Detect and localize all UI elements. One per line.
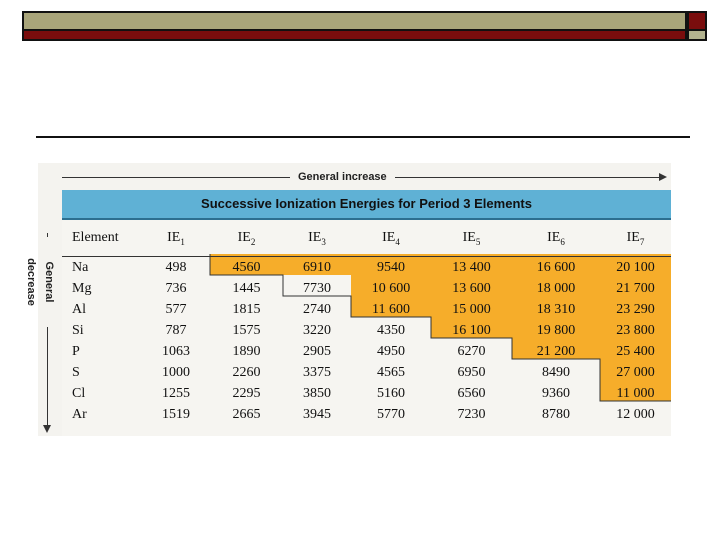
ionization-value: 577 bbox=[165, 302, 187, 317]
ionization-value: 1445 bbox=[232, 281, 261, 296]
ionization-value: 6560 bbox=[457, 386, 486, 401]
ionization-value: 3945 bbox=[303, 407, 331, 422]
column-header: IE3 bbox=[283, 220, 351, 257]
element-symbol: S bbox=[72, 365, 80, 380]
decrease-arrow-line bbox=[47, 233, 48, 427]
ionization-value: 13 600 bbox=[452, 281, 491, 296]
ionization-value: 4950 bbox=[377, 344, 405, 359]
arrow-down-icon bbox=[43, 425, 51, 433]
ionization-value: 21 200 bbox=[536, 344, 576, 359]
title-divider bbox=[36, 136, 690, 138]
ionization-value: 20 100 bbox=[616, 260, 655, 275]
ionization-value: 19 800 bbox=[536, 323, 576, 338]
ionization-value: 11 600 bbox=[372, 302, 410, 317]
ionization-value: 787 bbox=[165, 323, 187, 338]
ionization-value: 27 000 bbox=[616, 365, 655, 380]
ionization-value: 2665 bbox=[232, 407, 261, 422]
ionization-value: 23 800 bbox=[616, 323, 655, 338]
ionization-value: 18 310 bbox=[536, 302, 576, 317]
table-header-row: Element IE1 IE2 IE3 IE4 IE5 IE6 IE7 bbox=[62, 220, 671, 257]
ionization-value: 21 700 bbox=[616, 281, 655, 296]
table-row: S 1000 2260 3375 4565 6950 8490 27 000 bbox=[62, 362, 671, 383]
table-row: Ar 1519 2665 3945 5770 7230 8780 12 000 bbox=[62, 404, 671, 425]
ionization-value: 6950 bbox=[457, 365, 486, 380]
ionization-value: 3375 bbox=[303, 365, 331, 380]
ionization-value: 7730 bbox=[303, 281, 331, 296]
ionization-value: 3850 bbox=[303, 386, 331, 401]
arrow-right-icon bbox=[659, 173, 667, 181]
ionization-value: 5770 bbox=[377, 407, 405, 422]
element-symbol: Ar bbox=[72, 407, 87, 422]
column-header: IE1 bbox=[142, 220, 210, 257]
general-increase-label: General increase bbox=[290, 169, 395, 185]
element-symbol: Mg bbox=[72, 281, 92, 296]
ionization-value: 8490 bbox=[542, 365, 570, 380]
table-row: Si 787 1575 3220 4350 16 100 19 800 23 800 bbox=[62, 320, 671, 341]
ionization-value: 736 bbox=[165, 281, 187, 296]
header-accent-square bbox=[687, 31, 707, 41]
table-row: Na 498 4560 6910 9540 13 400 16 600 20 100 bbox=[62, 257, 671, 279]
ionization-value: 9540 bbox=[377, 260, 405, 275]
table-row: Mg 736 1445 7730 10 600 13 600 18 000 21 700 bbox=[62, 278, 671, 299]
ionization-value: 23 290 bbox=[616, 302, 655, 317]
ionization-value: 1815 bbox=[232, 302, 261, 317]
table-row: P 1063 1890 2905 4950 6270 21 200 25 400 bbox=[62, 341, 671, 362]
ionization-value: 9360 bbox=[542, 386, 570, 401]
column-header: IE2 bbox=[210, 220, 283, 257]
ionization-value: 16 600 bbox=[536, 260, 576, 275]
ionization-value: 3220 bbox=[303, 323, 331, 338]
general-decrease-arrow: General decrease bbox=[25, 233, 58, 433]
ionization-value: 498 bbox=[165, 260, 187, 275]
ionization-value: 12 000 bbox=[616, 407, 655, 422]
column-header: IE5 bbox=[431, 220, 512, 257]
ionization-value: 2905 bbox=[303, 344, 331, 359]
general-increase-arrow: General increase bbox=[62, 169, 667, 185]
column-header: Element bbox=[62, 220, 142, 257]
element-symbol: P bbox=[72, 344, 80, 359]
ionization-value: 4350 bbox=[377, 323, 405, 338]
ionization-value: 1063 bbox=[162, 344, 190, 359]
ionization-value: 1575 bbox=[232, 323, 261, 338]
ionization-value: 1890 bbox=[232, 344, 261, 359]
ionization-value: 2295 bbox=[232, 386, 261, 401]
general-decrease-label: General decrease bbox=[25, 237, 58, 327]
ionization-value: 8780 bbox=[542, 407, 570, 422]
ionization-value: 6910 bbox=[303, 260, 331, 275]
table-title: Successive Ionization Energies for Perio… bbox=[62, 190, 671, 220]
ionization-value: 7230 bbox=[457, 407, 486, 422]
ionization-value: 25 400 bbox=[616, 344, 655, 359]
ionization-value: 2740 bbox=[303, 302, 331, 317]
ionization-value: 15 000 bbox=[452, 302, 491, 317]
ionization-value: 10 600 bbox=[371, 281, 411, 296]
ionization-value: 1255 bbox=[162, 386, 190, 401]
ionization-table: Element IE1 IE2 IE3 IE4 IE5 IE6 IE7 Na 49… bbox=[62, 220, 671, 425]
ionization-energy-figure: General increase General decrease Succes… bbox=[25, 163, 671, 436]
ionization-value: 16 100 bbox=[452, 323, 491, 338]
element-symbol: Na bbox=[72, 260, 89, 275]
column-header: IE4 bbox=[351, 220, 431, 257]
ionization-value: 13 400 bbox=[452, 260, 491, 275]
column-header: IE6 bbox=[512, 220, 600, 257]
ionization-value: 6270 bbox=[457, 344, 486, 359]
ionization-value: 1000 bbox=[162, 365, 190, 380]
element-symbol: Cl bbox=[72, 386, 86, 401]
element-symbol: Si bbox=[72, 323, 84, 338]
ionization-value: 4560 bbox=[232, 260, 261, 275]
table-row: Al 577 1815 2740 11 600 15 000 18 310 23 290 bbox=[62, 299, 671, 320]
header-accent-bar bbox=[22, 31, 687, 41]
core-electron-highlight bbox=[209, 254, 671, 436]
ionization-value: 2260 bbox=[232, 365, 261, 380]
ionization-value: 5160 bbox=[377, 386, 405, 401]
element-symbol: Al bbox=[72, 302, 86, 317]
ionization-value: 11 000 bbox=[616, 386, 655, 401]
ionization-value: 4565 bbox=[377, 365, 405, 380]
table-area: Element IE1 IE2 IE3 IE4 IE5 IE6 IE7 Na 49… bbox=[62, 220, 671, 436]
table-row: Cl 1255 2295 3850 5160 6560 9360 11 000 bbox=[62, 383, 671, 404]
column-header: IE7 bbox=[600, 220, 671, 257]
ionization-value: 1519 bbox=[162, 407, 190, 422]
ionization-value: 18 000 bbox=[536, 281, 576, 296]
header-corner-square bbox=[687, 11, 707, 31]
header-bar bbox=[22, 11, 687, 31]
